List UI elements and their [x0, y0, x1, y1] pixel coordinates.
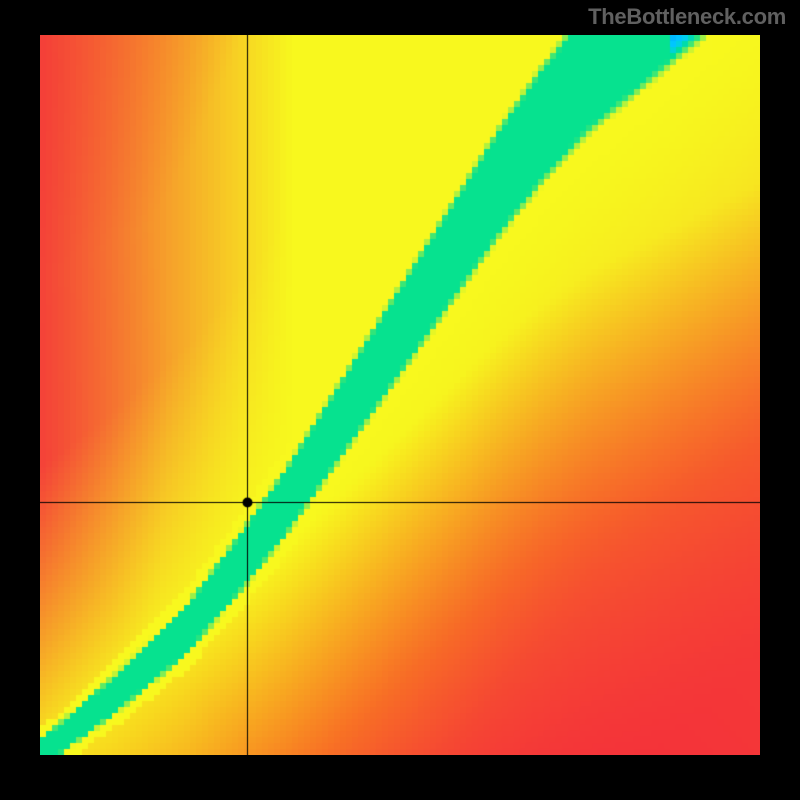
- heatmap-canvas: [40, 35, 760, 755]
- root-container: TheBottleneck.com: [0, 0, 800, 800]
- frame-left: [0, 35, 40, 755]
- frame-right: [760, 35, 800, 755]
- frame-bottom: [0, 755, 800, 800]
- watermark-text: TheBottleneck.com: [588, 4, 786, 30]
